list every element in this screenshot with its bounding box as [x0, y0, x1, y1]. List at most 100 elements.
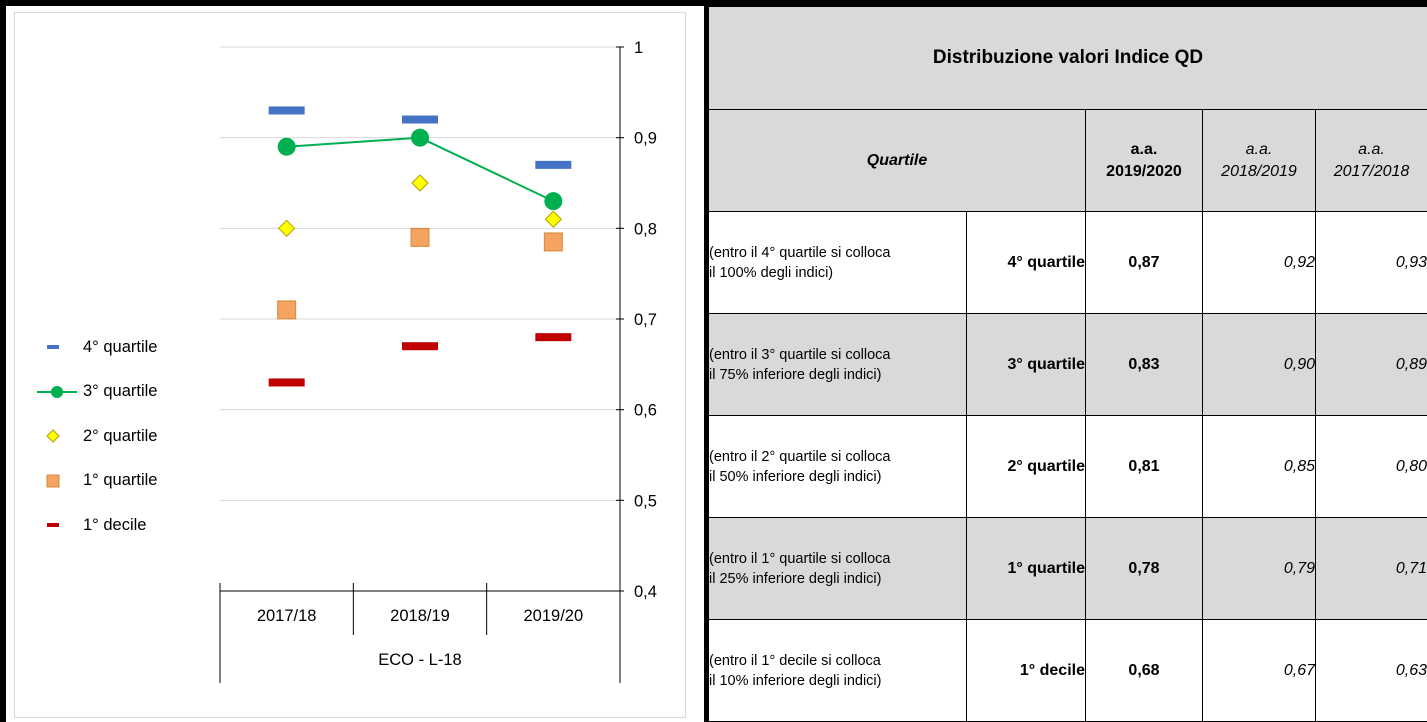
- data-point-dash: [402, 342, 438, 351]
- data-point-square: [543, 232, 563, 252]
- header-year-value: 2017/2018: [1333, 162, 1410, 180]
- legend-label: 1° decile: [83, 515, 147, 534]
- row-description: (entro il 4° quartile si colloca il 100%…: [708, 211, 967, 314]
- value-2017-2018: 0,89: [1314, 313, 1427, 416]
- table-row-2-quartile: (entro il 2° quartile si colloca il 50% …: [708, 415, 1427, 518]
- qd-distribution-table: Distribuzione valori Indice QD Quartile …: [707, 6, 1427, 722]
- row-description-line1: (entro il 1° decile si colloca: [709, 652, 881, 669]
- frame-top-border: [0, 0, 1427, 6]
- y-tick-label: 1: [634, 39, 643, 57]
- value-2018-2019: 0,85: [1202, 415, 1316, 518]
- legend-label: 2° quartile: [83, 426, 158, 445]
- legend-marker-1-decile: [47, 523, 59, 528]
- value-2017-2018: 0,71: [1314, 517, 1427, 620]
- header-year-prefix: a.a.: [1130, 140, 1158, 158]
- header-year-2018-2019: a.a. 2018/2019: [1202, 109, 1316, 212]
- chart-legend: 4° quartile 3° quartile 2° quartile 1° q…: [37, 325, 157, 548]
- row-description-line1: (entro il 4° quartile si colloca: [709, 244, 891, 261]
- data-point-square: [410, 227, 430, 247]
- header-quartile: Quartile: [708, 109, 1086, 212]
- y-tick-label: 0,4: [634, 583, 657, 601]
- header-year-prefix: a.a.: [1358, 140, 1385, 158]
- legend-label: 1° quartile: [83, 471, 158, 490]
- row-description: (entro il 2° quartile si colloca il 50% …: [708, 415, 967, 518]
- data-point-dash: [268, 106, 305, 115]
- row-quartile-name: 1° quartile: [966, 517, 1086, 620]
- chart-area: 1 0,9 0,8 0,7 0,6 0,5 0,4 2017/18 2018/19 2019/20…: [14, 12, 686, 718]
- value-2018-2019: 0,92: [1202, 211, 1316, 314]
- data-point-dash: [268, 378, 305, 387]
- table-title: Distribuzione valori Indice QD: [707, 6, 1427, 110]
- legend-marker-1-quartile: [46, 474, 60, 488]
- legend-item-3-quartile: 3° quartile: [37, 370, 157, 415]
- frame-left-border: [0, 0, 6, 722]
- row-description-line2: il 100% degli indici): [709, 264, 834, 281]
- value-2019-2020: 0,78: [1085, 517, 1203, 620]
- data-point-square: [277, 300, 297, 320]
- row-description-line2: il 75% inferiore degli indici): [709, 366, 882, 383]
- legend-item-1-decile: 1° decile: [37, 503, 157, 548]
- x-group-label: ECO - L-18: [378, 651, 461, 669]
- value-2017-2018: 0,63: [1314, 619, 1427, 722]
- data-point-circle: [277, 137, 296, 156]
- row-description-line1: (entro il 2° quartile si colloca: [709, 448, 891, 465]
- row-quartile-name: 4° quartile: [966, 211, 1086, 314]
- legend-marker-4-quartile: [47, 345, 59, 350]
- y-tick-label: 0,6: [634, 402, 657, 420]
- value-2019-2020: 0,87: [1085, 211, 1203, 314]
- row-quartile-name: 3° quartile: [966, 313, 1086, 416]
- table-row-3-quartile: (entro il 3° quartile si colloca il 75% …: [708, 313, 1427, 416]
- legend-item-1-quartile: 1° quartile: [37, 459, 157, 504]
- y-tick-label: 0,8: [634, 220, 657, 238]
- row-description: (entro il 1° decile si colloca il 10% in…: [708, 619, 967, 722]
- value-2019-2020: 0,83: [1085, 313, 1203, 416]
- row-quartile-name: 1° decile: [966, 619, 1086, 722]
- row-description-line2: il 25% inferiore degli indici): [709, 570, 882, 587]
- data-point-dash: [535, 333, 572, 342]
- legend-label: 3° quartile: [83, 382, 158, 401]
- row-description-line2: il 50% inferiore degli indici): [709, 468, 882, 485]
- row-description: (entro il 3° quartile si colloca il 75% …: [708, 313, 967, 416]
- y-tick-label: 0,9: [634, 130, 657, 148]
- quartile-chart: 1 0,9 0,8 0,7 0,6 0,5 0,4 2017/18 2018/19 2019/20…: [219, 39, 657, 683]
- legend-marker-2-quartile: [46, 429, 60, 443]
- table-row-4-quartile: (entro il 4° quartile si colloca il 100%…: [708, 211, 1427, 314]
- value-2019-2020: 0,68: [1085, 619, 1203, 722]
- value-2018-2019: 0,90: [1202, 313, 1316, 416]
- row-description-line2: il 10% inferiore degli indici): [709, 672, 882, 689]
- legend-item-2-quartile: 2° quartile: [37, 414, 157, 459]
- data-point-dash: [402, 115, 438, 124]
- header-year-prefix: a.a.: [1245, 140, 1273, 158]
- row-description-line1: (entro il 1° quartile si colloca: [709, 550, 891, 567]
- y-tick-label: 0,5: [634, 492, 657, 510]
- row-description-line1: (entro il 3° quartile si colloca: [709, 346, 891, 363]
- header-year-2019-2020: a.a. 2019/2020: [1085, 109, 1203, 212]
- row-quartile-name: 2° quartile: [966, 415, 1086, 518]
- data-point-circle: [544, 192, 563, 211]
- table-divider: [704, 0, 708, 722]
- data-point-diamond: [277, 219, 296, 238]
- row-description: (entro il 1° quartile si colloca il 25% …: [708, 517, 967, 620]
- header-year-value: 2019/2020: [1106, 162, 1182, 180]
- value-2019-2020: 0,81: [1085, 415, 1203, 518]
- y-tick-label: 0,7: [634, 311, 657, 329]
- legend-marker-3-quartile: [37, 385, 77, 398]
- x-tick-label: 2018/19: [390, 607, 450, 625]
- value-2018-2019: 0,67: [1202, 619, 1316, 722]
- x-tick-label: 2017/18: [257, 607, 317, 625]
- table-row-1-decile: (entro il 1° decile si colloca il 10% in…: [708, 619, 1427, 722]
- value-2017-2018: 0,93: [1314, 211, 1427, 314]
- table-row-1-quartile: (entro il 1° quartile si colloca il 25% …: [708, 517, 1427, 620]
- x-tick-label: 2019/20: [524, 607, 584, 625]
- data-point-dash: [535, 160, 572, 169]
- header-year-2017-2018: a.a. 2017/2018: [1314, 109, 1427, 212]
- legend-label: 4° quartile: [83, 337, 158, 356]
- data-point-circle: [411, 128, 429, 147]
- table-header-row: Quartile a.a. 2019/2020 a.a. 2018/2019 a…: [708, 109, 1427, 212]
- data-point-diamond: [544, 210, 563, 228]
- data-point-diamond: [411, 174, 429, 192]
- value-2018-2019: 0,79: [1202, 517, 1316, 620]
- header-year-value: 2018/2019: [1221, 162, 1297, 180]
- value-2017-2018: 0,80: [1314, 415, 1427, 518]
- legend-item-4-quartile: 4° quartile: [37, 325, 157, 370]
